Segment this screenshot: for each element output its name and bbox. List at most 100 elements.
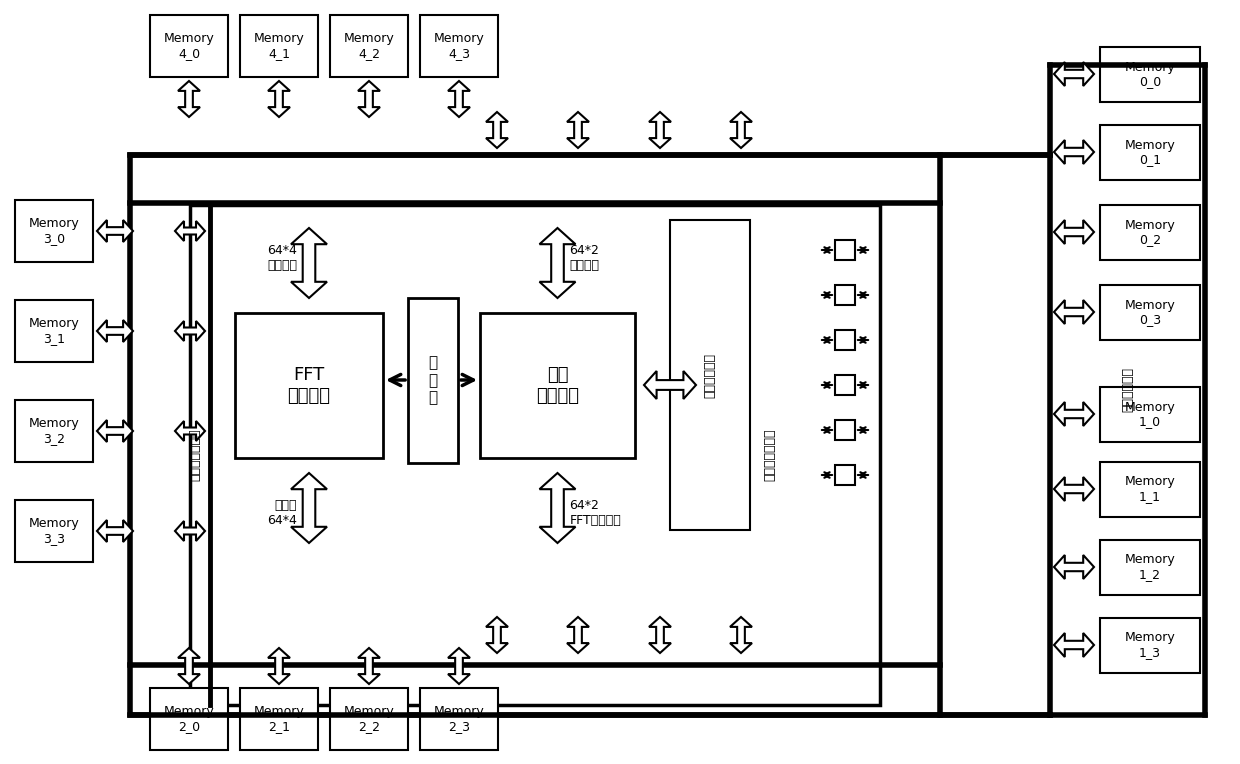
Polygon shape: [448, 81, 470, 117]
Bar: [835, 330, 856, 350]
Polygon shape: [358, 648, 379, 684]
Bar: [15, 400, 93, 462]
Polygon shape: [291, 473, 327, 543]
Text: 拓
扑
器: 拓 扑 器: [429, 355, 438, 406]
Bar: [835, 285, 856, 305]
Text: Memory
1_2: Memory 1_2: [1125, 553, 1176, 581]
Text: 内存控制器单元: 内存控制器单元: [188, 429, 201, 481]
Bar: [15, 500, 93, 562]
Polygon shape: [1054, 633, 1094, 657]
Bar: [1100, 125, 1200, 180]
Text: 总线传输单元: 总线传输单元: [703, 352, 717, 397]
Text: Memory
2_1: Memory 2_1: [254, 705, 304, 733]
Polygon shape: [1054, 300, 1094, 324]
Text: Memory
2_2: Memory 2_2: [343, 705, 394, 733]
Text: Memory
1_1: Memory 1_1: [1125, 475, 1176, 503]
Text: Memory
3_2: Memory 3_2: [29, 417, 79, 445]
Bar: [835, 465, 856, 485]
Text: Memory
4_2: Memory 4_2: [343, 32, 394, 60]
Text: Memory
2_0: Memory 2_0: [164, 705, 215, 733]
Polygon shape: [567, 617, 589, 653]
Polygon shape: [97, 220, 133, 242]
Polygon shape: [649, 112, 671, 148]
Bar: [835, 420, 856, 440]
Polygon shape: [1054, 140, 1094, 164]
Polygon shape: [1054, 555, 1094, 579]
Polygon shape: [175, 521, 205, 541]
Polygon shape: [97, 320, 133, 342]
Polygon shape: [97, 520, 133, 542]
Text: 64*4
运算结果: 64*4 运算结果: [267, 244, 298, 272]
Polygon shape: [179, 81, 200, 117]
Polygon shape: [649, 617, 671, 653]
Text: Memory
0_0: Memory 0_0: [1125, 60, 1176, 89]
Text: Memory
4_0: Memory 4_0: [164, 32, 215, 60]
Bar: [15, 300, 93, 362]
Text: Memory
0_3: Memory 0_3: [1125, 299, 1176, 326]
Text: FFT
运算单元: FFT 运算单元: [288, 366, 331, 405]
Bar: [408, 298, 458, 463]
Bar: [1100, 285, 1200, 340]
Polygon shape: [291, 228, 327, 298]
Polygon shape: [448, 648, 470, 684]
Bar: [330, 15, 408, 77]
Text: Memory
3_3: Memory 3_3: [29, 517, 79, 545]
Bar: [241, 688, 317, 750]
Bar: [1100, 540, 1200, 595]
Bar: [420, 15, 498, 77]
Polygon shape: [175, 421, 205, 441]
Bar: [130, 155, 940, 715]
Polygon shape: [539, 473, 575, 543]
Polygon shape: [486, 617, 508, 653]
Bar: [150, 15, 228, 77]
Text: Memory
4_3: Memory 4_3: [434, 32, 485, 60]
Bar: [15, 200, 93, 262]
Text: Memory
1_0: Memory 1_0: [1125, 400, 1176, 429]
Bar: [150, 688, 228, 750]
Text: 多存储控制总线: 多存储控制总线: [764, 429, 776, 481]
Polygon shape: [539, 228, 575, 298]
Polygon shape: [175, 321, 205, 341]
Polygon shape: [1054, 402, 1094, 426]
Bar: [241, 15, 317, 77]
Polygon shape: [1054, 220, 1094, 244]
Polygon shape: [268, 648, 290, 684]
Bar: [1100, 618, 1200, 673]
Text: Memory
3_0: Memory 3_0: [29, 217, 79, 245]
Polygon shape: [179, 648, 200, 684]
Text: Memory
3_1: Memory 3_1: [29, 317, 79, 345]
Text: 数据
传输单元: 数据 传输单元: [536, 366, 579, 405]
Polygon shape: [486, 112, 508, 148]
Bar: [420, 688, 498, 750]
Text: 多路数据总线: 多路数据总线: [1121, 367, 1135, 413]
Polygon shape: [730, 617, 751, 653]
Bar: [480, 313, 635, 458]
Text: 64*2
FFT运算结果: 64*2 FFT运算结果: [569, 499, 621, 527]
Bar: [835, 240, 856, 260]
Text: Memory
0_1: Memory 0_1: [1125, 138, 1176, 167]
Text: 操作数
64*4: 操作数 64*4: [267, 499, 298, 527]
Text: 64*2
原始数据: 64*2 原始数据: [569, 244, 599, 272]
Bar: [1100, 205, 1200, 260]
Polygon shape: [97, 420, 133, 442]
Polygon shape: [175, 221, 205, 241]
Polygon shape: [1054, 62, 1094, 86]
Bar: [835, 375, 856, 395]
Bar: [670, 220, 750, 530]
Bar: [330, 688, 408, 750]
Polygon shape: [567, 112, 589, 148]
Bar: [1100, 47, 1200, 102]
Polygon shape: [268, 81, 290, 117]
Text: Memory
0_2: Memory 0_2: [1125, 219, 1176, 247]
Text: Memory
2_3: Memory 2_3: [434, 705, 485, 733]
Bar: [190, 205, 880, 705]
Polygon shape: [730, 112, 751, 148]
Bar: [1100, 387, 1200, 442]
Bar: [236, 313, 383, 458]
Polygon shape: [644, 371, 696, 399]
Text: Memory
4_1: Memory 4_1: [254, 32, 304, 60]
Bar: [1100, 462, 1200, 517]
Text: Memory
1_3: Memory 1_3: [1125, 632, 1176, 659]
Polygon shape: [1054, 477, 1094, 501]
Polygon shape: [358, 81, 379, 117]
